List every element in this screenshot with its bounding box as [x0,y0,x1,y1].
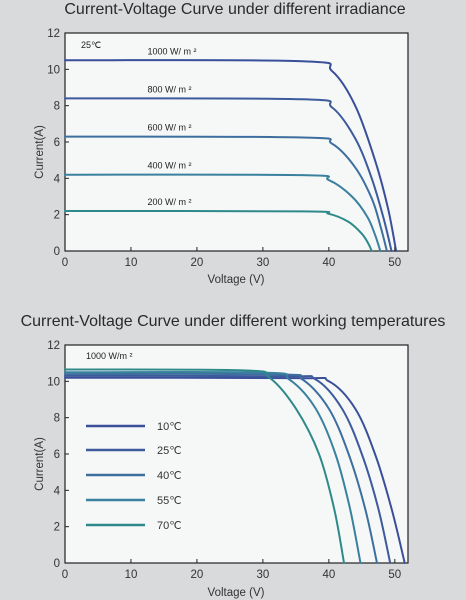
x-axis-label: Voltage (V) [208,274,265,286]
y-axis-label: Current(A) [34,125,46,179]
x-tick-label: 10 [125,569,138,581]
legend-label: 55℃ [157,495,182,507]
series-line-4 [64,210,373,252]
y-tick-label: 10 [47,376,60,388]
y-tick-label: 8 [54,101,60,113]
y-axis-label: Current(A) [34,437,46,491]
temperature-annotation: 25℃ [81,40,101,50]
x-tick-label: 20 [191,569,204,581]
series-line-1 [64,97,393,252]
series-line-3 [64,173,382,252]
series-line-2 [64,135,388,252]
y-tick-label: 2 [54,210,60,222]
series-line-0 [64,376,406,564]
series-line-1 [64,374,392,564]
y-tick-label: 10 [47,64,60,76]
y-tick-label: 2 [54,522,60,534]
x-axis-label: Voltage (V) [208,587,265,599]
series-label: 800 W/ m ² [147,84,191,94]
legend-label: 40℃ [157,470,182,482]
irradiance-chart: Current-Voltage Curve under different ir… [34,1,409,286]
series-label: 200 W/ m ² [147,197,191,207]
series-line-0 [64,59,398,252]
series-layer [64,368,406,564]
series-label: 1000 W/ m ² [147,46,196,56]
legend-label: 10℃ [157,421,182,433]
y-tick-label: 6 [54,137,60,149]
x-tick-label: 0 [62,257,68,269]
ticks-layer: 0 10 20 30 40 50 0 2 4 6 8 10 12 [47,28,401,269]
irradiance-annotation: 1000 W/m ² [86,351,133,361]
y-tick-label: 4 [54,485,61,497]
series-label: 600 W/ m ² [147,123,191,133]
legend: 10℃ 25℃ 40℃ 55℃ 70℃ [86,421,182,532]
temperature-chart: Current-Voltage Curve under different wo… [21,313,446,599]
series-line-2 [64,372,378,564]
y-tick-label: 0 [54,558,60,570]
x-tick-label: 40 [322,569,335,581]
x-tick-label: 40 [322,257,335,269]
plot-frame [64,32,409,252]
y-tick-label: 6 [54,449,60,461]
ticks-layer: 0 10 20 30 40 50 0 2 4 6 8 10 12 [47,340,401,581]
series-label: 400 W/ m ² [147,161,191,171]
series-line-3 [64,370,362,564]
legend-label: 70℃ [157,520,182,532]
plot-frame [64,344,409,564]
chart-title: Current-Voltage Curve under different wo… [21,313,446,330]
y-tick-label: 0 [54,246,60,258]
x-tick-label: 0 [62,569,68,581]
series-line-4 [64,368,345,564]
y-tick-label: 4 [54,173,61,185]
y-tick-label: 8 [54,413,60,425]
y-tick-label: 12 [47,28,60,40]
x-tick-label: 30 [256,569,269,581]
y-tick-label: 12 [47,340,60,352]
chart-title: Current-Voltage Curve under different ir… [64,1,405,18]
legend-label: 25℃ [157,445,182,457]
series-layer: 1000 W/ m ² 800 W/ m ² 600 W/ m ² 400 W/ m … [64,46,398,252]
x-tick-label: 50 [388,569,401,581]
x-tick-label: 50 [388,257,401,269]
x-tick-label: 30 [256,257,269,269]
x-tick-label: 20 [191,257,204,269]
x-tick-label: 10 [125,257,138,269]
